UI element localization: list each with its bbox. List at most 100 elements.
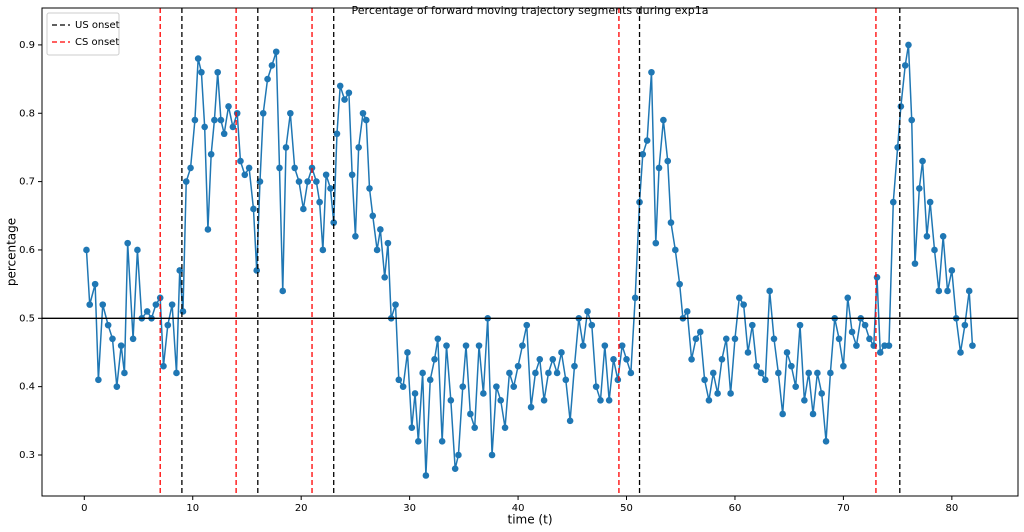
data-point — [753, 362, 760, 370]
data-point — [744, 349, 752, 356]
data-point — [187, 164, 194, 172]
data-point — [109, 335, 116, 343]
data-point — [835, 335, 843, 343]
data-point — [480, 390, 487, 397]
data-point — [631, 294, 639, 302]
data-point — [735, 294, 743, 302]
data-point — [944, 287, 951, 295]
data-point — [923, 232, 931, 240]
data-point — [749, 321, 756, 329]
data-point — [384, 239, 392, 247]
data-point — [523, 321, 531, 329]
data-point — [652, 239, 660, 247]
data-point — [411, 390, 419, 397]
data-point — [211, 116, 218, 124]
data-point — [965, 287, 973, 295]
data-point — [113, 383, 121, 390]
x-tick-label: 60 — [729, 503, 742, 514]
data-point — [497, 397, 505, 404]
data-point — [182, 178, 190, 185]
data-point — [775, 369, 782, 377]
x-tick-label: 40 — [512, 503, 525, 514]
data-point — [873, 273, 881, 281]
data-point — [279, 287, 287, 295]
data-point — [268, 62, 276, 69]
data-point — [676, 280, 683, 288]
data-point — [308, 164, 316, 172]
data-point — [588, 321, 596, 329]
data-point — [204, 226, 212, 233]
x-tick-label: 20 — [295, 503, 308, 514]
data-point — [237, 157, 244, 165]
data-point — [359, 109, 367, 117]
data-point — [740, 301, 747, 308]
data-point — [822, 438, 830, 445]
data-point — [164, 321, 172, 329]
data-point — [462, 342, 470, 349]
data-point — [143, 308, 151, 315]
data-point — [566, 417, 574, 425]
data-point — [327, 185, 334, 192]
data-point — [276, 164, 283, 172]
data-point — [614, 376, 622, 384]
data-point — [655, 164, 663, 172]
data-point — [866, 335, 873, 343]
data-point — [536, 356, 544, 363]
data-point — [399, 383, 407, 390]
data-point — [901, 62, 909, 69]
data-point — [532, 369, 539, 377]
data-point — [194, 55, 202, 62]
x-tick-label: 70 — [837, 503, 850, 514]
data-point — [571, 362, 578, 370]
data-point — [333, 130, 341, 138]
data-point — [124, 239, 131, 247]
data-point — [295, 178, 303, 185]
data-point — [948, 267, 956, 274]
data-point — [757, 369, 765, 377]
data-point — [696, 328, 704, 336]
data-point — [422, 472, 430, 479]
data-point — [783, 349, 791, 356]
x-tick-label: 0 — [81, 503, 87, 514]
data-point — [214, 68, 221, 76]
x-tick-label: 80 — [945, 503, 958, 514]
data-point — [99, 301, 107, 308]
data-point — [688, 356, 695, 363]
data-point — [355, 144, 362, 151]
data-point — [584, 308, 591, 315]
data-point — [250, 205, 257, 213]
data-point — [592, 383, 600, 390]
data-point — [597, 397, 604, 404]
data-point — [827, 369, 834, 377]
data-point — [558, 349, 565, 356]
data-point — [341, 96, 348, 103]
data-point — [434, 335, 442, 343]
legend-box — [46, 12, 120, 56]
data-point — [667, 219, 675, 226]
data-point — [86, 301, 94, 308]
data-point — [861, 321, 869, 329]
data-point — [330, 219, 338, 226]
data-point — [672, 246, 679, 254]
data-point — [493, 383, 500, 390]
data-point — [540, 397, 548, 404]
data-point — [618, 342, 626, 349]
data-point — [451, 465, 459, 472]
data-point — [714, 390, 721, 397]
data-point — [648, 68, 655, 76]
data-point — [876, 349, 884, 356]
data-point — [459, 383, 467, 390]
data-point — [352, 232, 359, 240]
y-axis-label: percentage — [5, 218, 19, 286]
data-point — [506, 369, 513, 377]
data-point — [692, 335, 700, 343]
data-point — [809, 410, 817, 418]
data-point — [160, 362, 167, 370]
x-tick-label: 50 — [620, 503, 633, 514]
data-point — [762, 376, 769, 384]
data-point — [796, 321, 804, 329]
data-point — [627, 369, 635, 377]
data-point — [701, 376, 708, 384]
data-point — [705, 397, 713, 404]
